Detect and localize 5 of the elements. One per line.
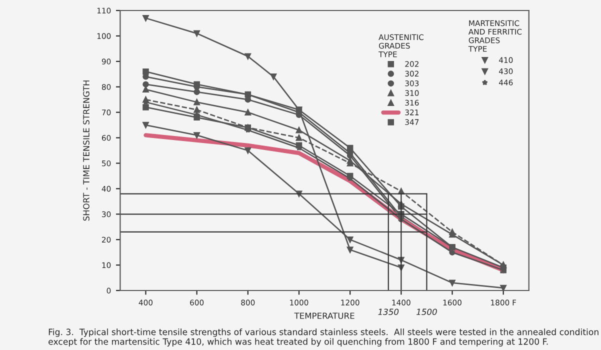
caption: Fig. 3. Typical short-time tensile strengths of various standard stainless steels. All steels were tested in the annealed condition except for the martensitic Type 410, which was heat treated by oil quenching from 1800 F and tempering at 1200 F. <box>48 328 598 346</box>
ref-line-label: 1500 <box>416 308 437 316</box>
x-axis-title: TEMPERATURE <box>294 312 354 319</box>
ref-line-label: 1350 <box>378 308 399 316</box>
y-axis-title: SHORT - TIME TENSILE STRENGTH <box>83 80 90 221</box>
